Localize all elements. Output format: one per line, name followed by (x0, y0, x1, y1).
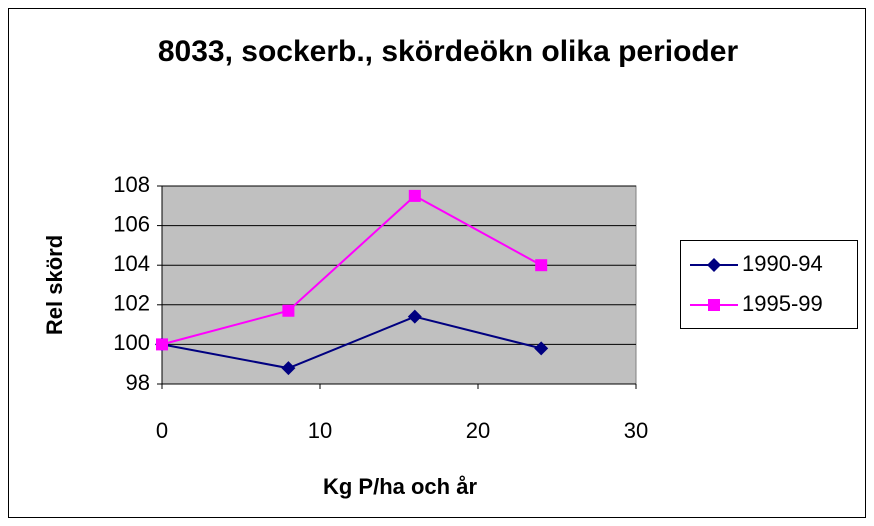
data-point (535, 259, 548, 272)
legend (680, 240, 858, 329)
legend-marker (707, 258, 721, 272)
x-tick-label: 20 (466, 418, 490, 443)
legend-marker (708, 299, 720, 311)
legend-label: 1990-94 (742, 251, 823, 276)
series-line (161, 194, 542, 346)
data-point (534, 341, 549, 356)
legend-label: 1995-99 (742, 291, 823, 316)
x-axis-label: Kg P/ha och år (323, 474, 477, 499)
y-tick-label: 108 (113, 172, 150, 197)
data-point (156, 338, 168, 351)
y-axis-label: Rel skörd (42, 235, 67, 335)
x-tick-label: 10 (308, 418, 332, 443)
data-point (281, 361, 296, 376)
chart-title: 8033, sockerb., skördeökn olika perioder (157, 35, 739, 68)
data-point (407, 309, 422, 324)
data-point (282, 304, 295, 317)
y-tick-label: 106 (113, 211, 150, 236)
x-tick-label: 30 (624, 418, 648, 443)
y-tick-label: 100 (113, 330, 150, 355)
plot-area (161, 185, 637, 385)
data-point (408, 189, 421, 202)
y-tick-label: 102 (113, 291, 150, 316)
series-line (161, 315, 542, 370)
y-tick-label: 104 (113, 251, 150, 276)
y-tick-label: 98 (126, 370, 150, 395)
x-tick-label: 0 (156, 418, 168, 443)
